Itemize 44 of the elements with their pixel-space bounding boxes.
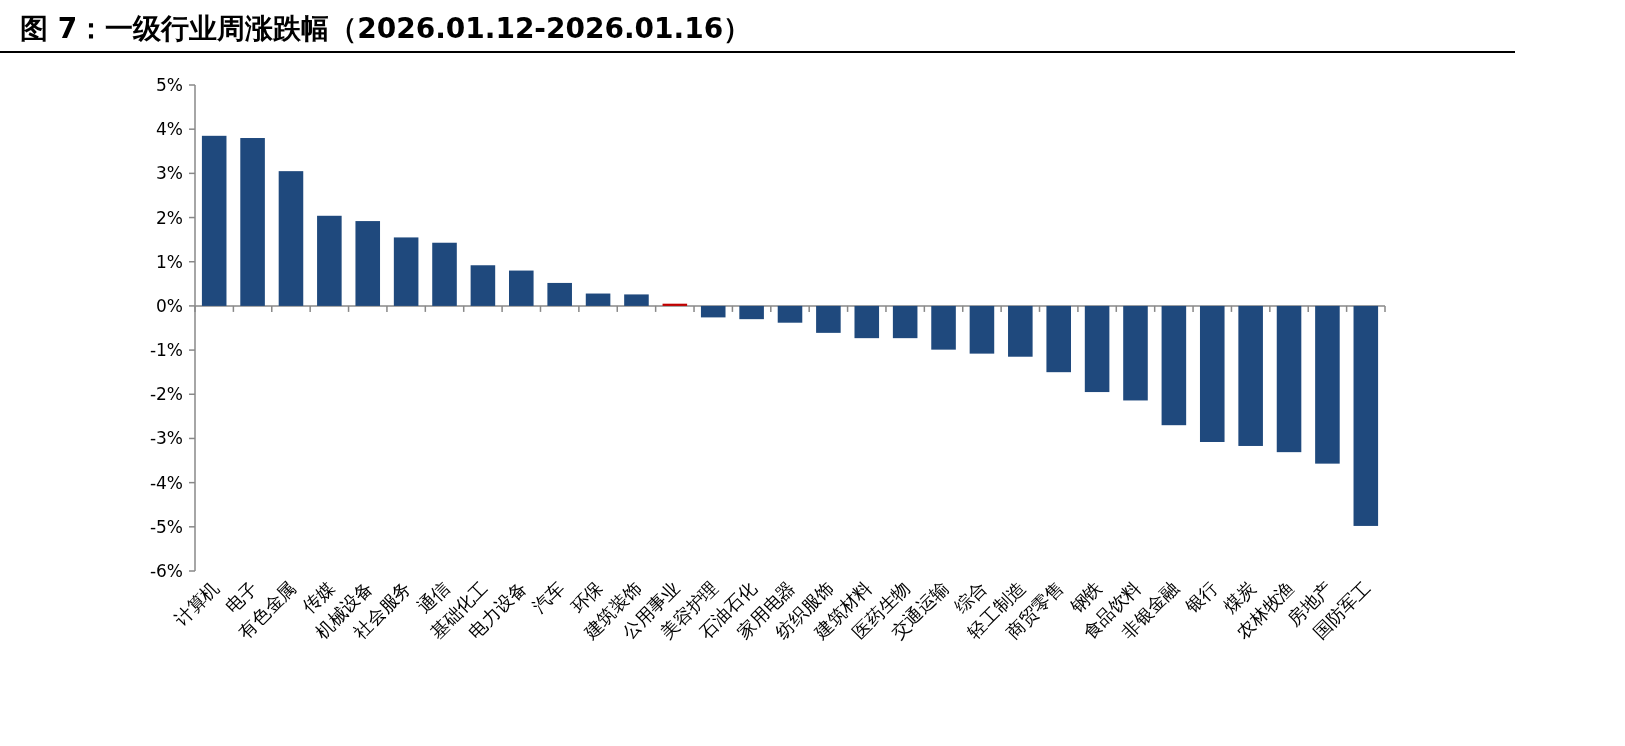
bar bbox=[509, 270, 534, 306]
bar bbox=[470, 265, 496, 306]
bar bbox=[1315, 305, 1340, 464]
bar bbox=[393, 237, 419, 306]
y-tick-label: -2% bbox=[149, 384, 183, 405]
x-tick-label: 银行 bbox=[1180, 576, 1222, 618]
y-tick-label: -4% bbox=[149, 472, 183, 493]
y-tick-label: 2% bbox=[156, 207, 183, 228]
x-tick-label: 汽车 bbox=[528, 576, 569, 618]
y-tick-label: -1% bbox=[149, 340, 183, 361]
y-tick-label: 1% bbox=[156, 251, 183, 272]
y-tick-label: 0% bbox=[156, 295, 183, 316]
bar bbox=[1046, 305, 1071, 373]
bar bbox=[777, 305, 803, 323]
y-tick-label: 5% bbox=[156, 75, 183, 95]
y-tick-label: 3% bbox=[156, 163, 183, 184]
bar bbox=[739, 305, 764, 320]
bar bbox=[585, 293, 611, 306]
y-tick-label: -3% bbox=[149, 428, 183, 449]
bar bbox=[201, 135, 227, 306]
bar bbox=[432, 242, 457, 306]
bar bbox=[700, 305, 726, 318]
bar bbox=[892, 305, 918, 339]
bar bbox=[240, 138, 265, 306]
bar bbox=[1353, 305, 1379, 526]
y-tick-label: -5% bbox=[149, 516, 183, 537]
bar bbox=[854, 305, 880, 339]
chart-title: 图 7：一级行业周涨跌幅（2026.01.12-2026.01.16） bbox=[20, 12, 752, 45]
bar bbox=[1084, 305, 1110, 393]
bar bbox=[355, 221, 381, 306]
bar bbox=[1276, 305, 1302, 453]
bar bbox=[969, 305, 995, 354]
bar bbox=[1238, 305, 1263, 446]
bar bbox=[547, 282, 572, 306]
bar bbox=[1161, 305, 1187, 426]
bar bbox=[931, 305, 956, 350]
bar bbox=[1199, 305, 1225, 442]
bar bbox=[816, 305, 841, 333]
bar bbox=[1123, 305, 1148, 401]
bar bbox=[1008, 305, 1033, 357]
bar bbox=[317, 215, 342, 306]
bar bbox=[624, 294, 649, 306]
bar bbox=[278, 171, 304, 306]
y-tick-label: 4% bbox=[156, 119, 183, 140]
